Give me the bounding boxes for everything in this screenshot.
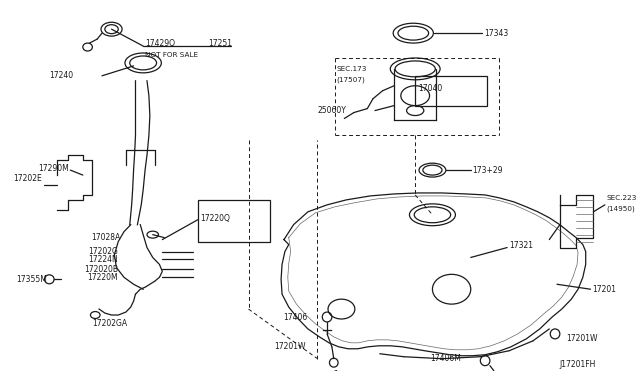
Text: 17355M: 17355M — [16, 275, 47, 284]
Text: 25060Y: 25060Y — [317, 106, 346, 115]
Text: 17202G: 17202G — [88, 247, 118, 256]
Text: 17251: 17251 — [208, 39, 232, 48]
Text: J17201FH: J17201FH — [559, 360, 595, 369]
Text: SEC.173: SEC.173 — [337, 66, 367, 72]
Text: 17201W: 17201W — [566, 334, 598, 343]
Text: 17220M: 17220M — [88, 273, 118, 282]
Text: 17321: 17321 — [509, 241, 533, 250]
Text: 173+29: 173+29 — [473, 166, 503, 174]
Text: SEC.223: SEC.223 — [607, 195, 637, 201]
Text: 17202E: 17202E — [13, 174, 42, 183]
Text: (14950): (14950) — [607, 206, 636, 212]
Text: 17220Q: 17220Q — [200, 214, 230, 223]
Text: 17202GA: 17202GA — [92, 320, 127, 328]
Text: 17028A: 17028A — [91, 233, 120, 242]
Text: 17040: 17040 — [418, 84, 442, 93]
Text: 17343: 17343 — [484, 29, 508, 38]
Text: 17201W: 17201W — [275, 342, 306, 351]
Text: 17240: 17240 — [49, 71, 74, 80]
Text: 17290M: 17290M — [38, 164, 68, 173]
Text: 17406: 17406 — [284, 312, 308, 321]
Text: 17406M: 17406M — [430, 354, 461, 363]
Text: 172020B: 172020B — [84, 265, 118, 274]
Bar — [415, 76, 487, 106]
Text: (17507): (17507) — [337, 77, 365, 83]
Text: 17224N: 17224N — [88, 255, 118, 264]
Text: 17201: 17201 — [593, 285, 616, 294]
Text: 17429Q: 17429Q — [145, 39, 175, 48]
Bar — [198, 200, 269, 241]
Text: NOT FOR SALE: NOT FOR SALE — [145, 52, 198, 58]
